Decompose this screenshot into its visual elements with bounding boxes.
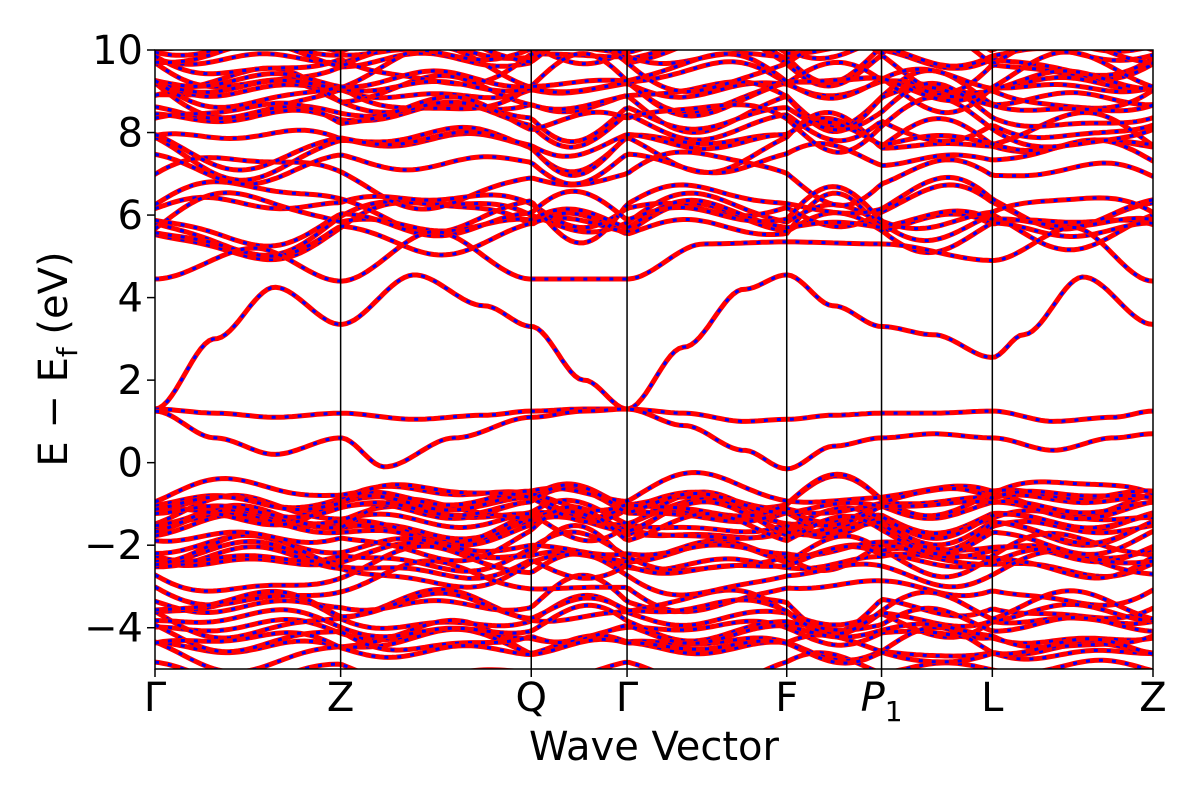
band-line-blue: [155, 470, 1153, 507]
x-tick-label: Γ: [616, 675, 639, 721]
x-tick-label: Z: [1139, 675, 1166, 721]
band-line-blue: [155, 175, 1153, 245]
band-line-blue: [155, 50, 1153, 109]
band-line-red: [155, 224, 1153, 284]
band-line-blue: [155, 497, 1153, 559]
y-tick-label: −2: [84, 523, 143, 569]
y-tick-label: 2: [118, 358, 143, 404]
band-line-blue: [155, 534, 1153, 564]
band-line-blue: [155, 150, 1153, 211]
band-line-blue: [155, 60, 1153, 99]
band-line-blue: [155, 631, 1153, 665]
band-line-blue: [155, 407, 1153, 423]
band-line-blue: [155, 559, 1153, 614]
band-line-blue: [155, 50, 1153, 94]
x-tick-label: Z: [327, 675, 354, 721]
x-tick-label: L: [981, 675, 1004, 721]
band-line-red: [155, 184, 1153, 249]
y-axis-ticks: −4 −2 0 2 4 6 8 10: [84, 28, 155, 652]
band-line-blue: [155, 490, 1153, 543]
band-line-blue: [155, 95, 1153, 154]
band-line-blue: [155, 183, 1153, 231]
band-line-blue: [155, 120, 1153, 172]
y-tick-label: 6: [118, 193, 143, 239]
x-tick-label: Q: [516, 675, 547, 721]
band-line-blue: [155, 544, 1153, 597]
band-line-blue: [155, 201, 1153, 258]
band-line-red: [155, 621, 1153, 655]
band-line-blue: [155, 110, 1153, 182]
x-tick-label: Γ: [144, 675, 167, 721]
band-line-blue: [155, 588, 1153, 640]
band-line-blue: [155, 589, 1153, 636]
band-line-red: [155, 406, 1153, 472]
band-line-blue: [155, 138, 1153, 186]
y-axis-label: E − Ef (eV): [31, 251, 84, 466]
y-tick-label: −4: [84, 606, 143, 652]
high-symmetry-lines: [339, 50, 994, 669]
band-line-red: [155, 482, 1153, 520]
y-tick-label: 4: [118, 276, 143, 322]
band-line-blue: [155, 618, 1153, 647]
band-line-red: [155, 50, 1153, 63]
band-line-blue: [155, 50, 1153, 94]
band-line-blue: [155, 545, 1153, 589]
y-tick-label: 10: [92, 28, 143, 74]
band-line-blue: [155, 66, 1153, 133]
band-line-blue: [155, 483, 1153, 524]
band-line-blue: [155, 191, 1153, 262]
y-tick-label: 8: [118, 111, 143, 157]
band-line-red: [155, 602, 1153, 644]
band-lines: [155, 50, 1153, 669]
band-line-red: [155, 80, 1153, 145]
x-tick-label: P1: [861, 675, 903, 728]
plot-frame: [154, 49, 1154, 670]
x-axis-label: Wave Vector: [529, 724, 780, 770]
x-axis-ticks: Γ Z Q Γ F P1 L Z: [144, 669, 1167, 728]
band-line-blue: [155, 273, 1153, 411]
x-tick-label: F: [775, 675, 798, 721]
y-tick-label: 0: [118, 441, 143, 487]
band-line-blue: [155, 532, 1153, 580]
band-line-red: [155, 504, 1153, 564]
